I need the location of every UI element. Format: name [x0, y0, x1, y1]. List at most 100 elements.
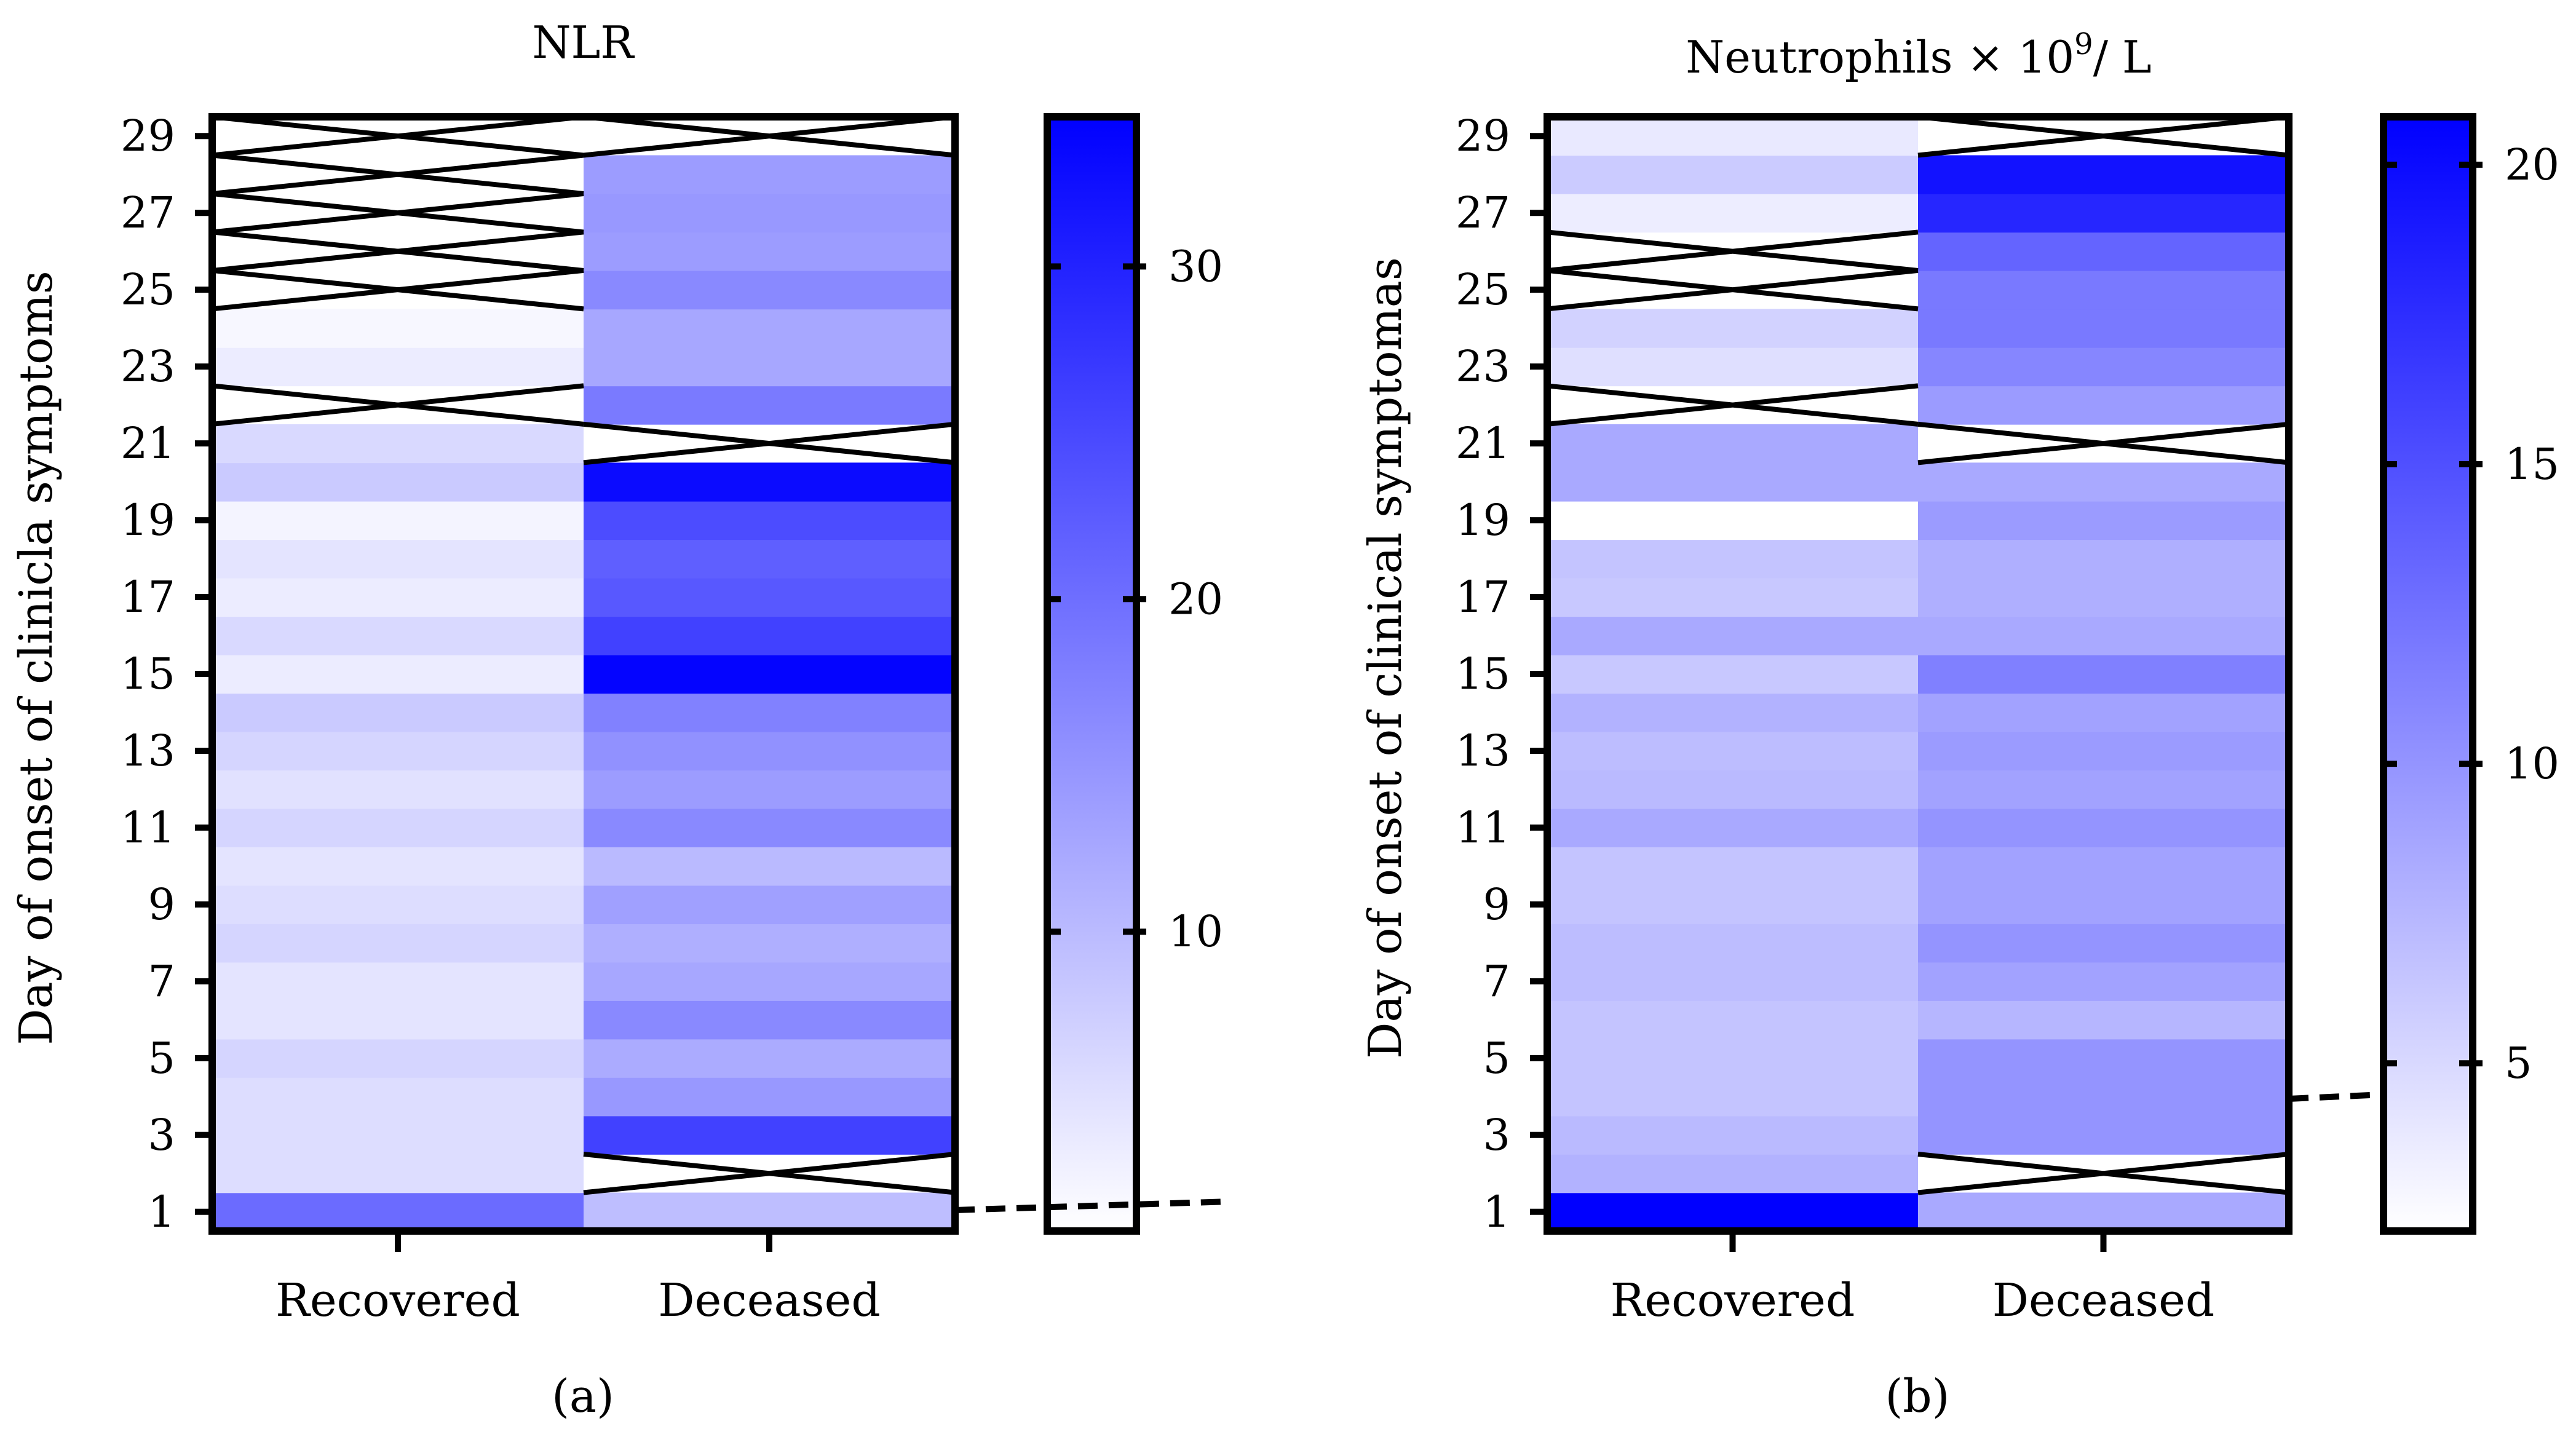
heatmap-cell: [212, 847, 584, 886]
heatmap-cell: [1547, 1192, 1918, 1232]
heatmap-cell: [212, 539, 584, 579]
heatmap-cell: [1547, 1077, 1918, 1117]
heatmap-cell: [584, 1039, 955, 1078]
heatmap-cell: [1547, 770, 1918, 809]
heatmap-cell: [212, 1000, 584, 1040]
heatmap-cell: [1918, 1077, 2289, 1117]
missing-day-marker: [212, 267, 584, 312]
y-tick-label: 5: [148, 1033, 175, 1083]
y-tick-label: 23: [121, 341, 175, 392]
heatmap-cell: [1918, 501, 2289, 540]
heatmap-cell: [1918, 577, 2289, 617]
heatmap-cell: [1918, 924, 2289, 963]
colorbar-tick-label: 5: [2505, 1038, 2532, 1088]
colorbar-tick-label: 15: [2505, 439, 2559, 489]
heatmap-cell: [584, 616, 955, 655]
heatmap-cell: [1547, 462, 1918, 502]
heatmap-cell: [1547, 193, 1918, 233]
panel-b-x-axis: Recovered Deceased: [1611, 1231, 2215, 1327]
colorbar-tick-label: 30: [1168, 241, 1223, 291]
panel-b-sub-label: (b): [1885, 1370, 1949, 1423]
y-tick-label: 13: [121, 726, 175, 776]
missing-day-marker: [212, 152, 584, 196]
y-tick-label: 19: [121, 495, 175, 545]
heatmap-cell: [1918, 1039, 2289, 1078]
missing-day-marker: [583, 1152, 956, 1195]
x-category-label: Deceased: [658, 1274, 881, 1327]
panel-b-missing-markers: [1547, 114, 2289, 1195]
panel-a-sub-label: (a): [552, 1370, 614, 1423]
heatmap-cell: [584, 1077, 955, 1117]
heatmap-cell: [1918, 462, 2289, 502]
heatmap-cell: [212, 577, 584, 617]
heatmap-cell: [1918, 1115, 2289, 1155]
heatmap-cell: [584, 770, 955, 809]
heatmap-cell: [212, 808, 584, 847]
x-category-label: Recovered: [1611, 1274, 1855, 1327]
y-tick-label: 29: [1456, 111, 1510, 161]
panel-a-y-axis-title: Day of onset of clinicla symptoms: [10, 271, 63, 1045]
heatmap-cell: [1918, 539, 2289, 579]
y-tick-label: 21: [1456, 418, 1510, 469]
heatmap-cell: [1918, 770, 2289, 809]
x-category-label: Deceased: [1992, 1274, 2215, 1327]
missing-day-marker: [212, 191, 584, 235]
heatmap-cell: [1547, 654, 1918, 694]
heatmap-cell: [1918, 232, 2289, 271]
heatmap-cell: [212, 501, 584, 540]
panel-b-y-axis-title: Day of onset of clinical symptomas: [1359, 257, 1412, 1059]
heatmap-cell: [584, 962, 955, 1001]
missing-day-marker: [1917, 421, 2289, 465]
heatmap-cell: [1547, 539, 1918, 579]
heatmap-cell: [584, 155, 955, 194]
heatmap-cell: [1918, 654, 2289, 694]
heatmap-cell: [1547, 424, 1918, 464]
y-tick-label: 27: [121, 188, 175, 238]
heatmap-cell: [1547, 962, 1918, 1001]
y-tick-label: 7: [1483, 956, 1510, 1007]
heatmap-cell: [584, 347, 955, 387]
y-tick-label: 21: [121, 418, 175, 469]
heatmap-cell: [1918, 616, 2289, 655]
heatmap-cell: [584, 847, 955, 886]
panel-a-title: NLR: [532, 17, 635, 68]
heatmap-cell: [1918, 1192, 2289, 1232]
heatmap-cell: [1547, 616, 1918, 655]
heatmap-cell: [1918, 885, 2289, 924]
x-category-label: Recovered: [275, 1274, 520, 1327]
missing-day-marker: [212, 229, 584, 273]
heatmap-cell: [584, 309, 955, 348]
heatmap-cell: [1918, 731, 2289, 771]
heatmap-cell: [584, 193, 955, 233]
heatmap-cell: [1547, 847, 1918, 886]
y-tick-label: 11: [121, 802, 175, 853]
heatmap-cell: [1547, 1000, 1918, 1040]
y-tick-label: 7: [148, 956, 175, 1007]
heatmap-cell: [212, 616, 584, 655]
panel-b-colorbar-ticks: 5 10 15 20: [2384, 140, 2559, 1088]
heatmap-cell: [1547, 1115, 1918, 1155]
missing-day-marker: [1547, 229, 1919, 273]
y-tick-label: 17: [1456, 572, 1510, 622]
heatmap-cell: [1918, 1000, 2289, 1040]
heatmap-cell: [212, 1192, 584, 1232]
heatmap-cell: [584, 654, 955, 694]
y-tick-label: 9: [1483, 879, 1510, 930]
y-tick-label: 3: [1483, 1110, 1510, 1160]
colorbar-tick-label: 10: [1168, 906, 1223, 957]
heatmap-cell: [1547, 693, 1918, 732]
y-tick-label: 1: [148, 1187, 175, 1237]
y-tick-label: 1: [1483, 1187, 1510, 1237]
y-tick-label: 25: [1456, 264, 1510, 315]
heatmap-cell: [212, 1039, 584, 1078]
heatmap-cell: [1547, 924, 1918, 963]
panel-b-title-superscript: 9: [2074, 27, 2093, 61]
heatmap-cell: [212, 1115, 584, 1155]
y-tick-label: 5: [1483, 1033, 1510, 1083]
heatmap-cell: [584, 386, 955, 425]
panel-b-title-unit: / L: [2093, 31, 2152, 83]
heatmap-cell: [212, 654, 584, 694]
heatmap-cell: [1547, 731, 1918, 771]
